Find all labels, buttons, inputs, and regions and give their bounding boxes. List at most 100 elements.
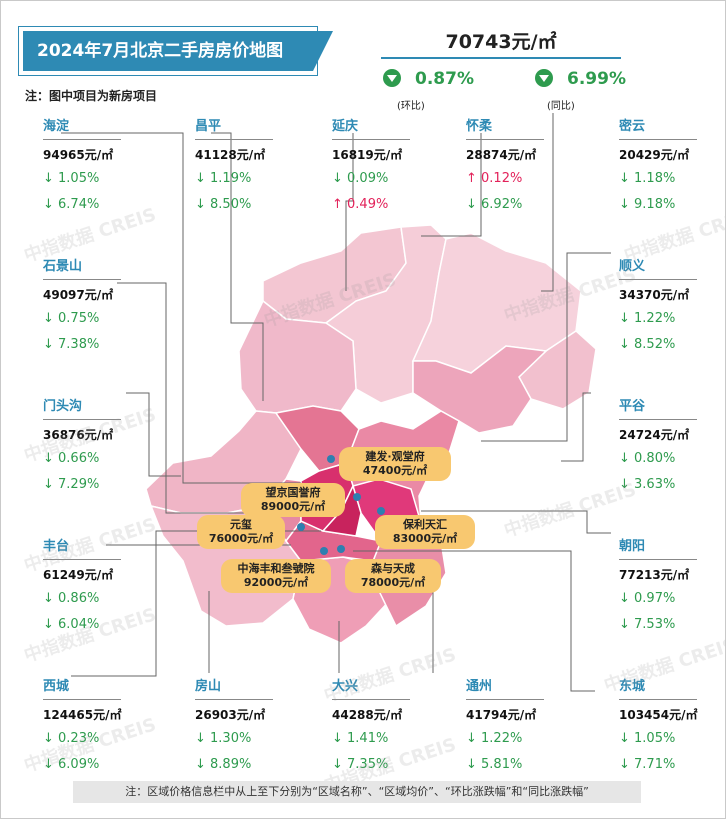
district-card: 东城 103454元/㎡ ↓ 1.05% ↓ 7.71% xyxy=(619,675,725,778)
mom-change: 0.87% xyxy=(383,69,474,89)
leader-pinggu xyxy=(561,392,591,462)
district-card: 平谷 24724元/㎡ ↓ 0.80% ↓ 3.63% xyxy=(619,395,725,498)
district-underline xyxy=(43,279,121,280)
project-label-jianfa: 建发·观堂府 47400元/㎡ xyxy=(339,447,451,481)
project-label-wangjing: 望京国誉府 89000元/㎡ xyxy=(241,483,345,517)
project-name: 中海丰和叁號院 xyxy=(237,562,315,575)
district-name: 顺义 xyxy=(619,259,646,274)
district-name: 房山 xyxy=(195,679,222,694)
district-yoy: ↓ 7.38% xyxy=(43,337,100,352)
yoy-label: (同比) xyxy=(547,101,575,112)
district-mom: ↓ 0.86% xyxy=(43,591,100,606)
district-name: 通州 xyxy=(466,679,493,694)
district-mom: ↓ 0.75% xyxy=(43,311,100,326)
district-yoy: ↓ 5.81% xyxy=(466,757,523,772)
district-price: 94965元/㎡ xyxy=(43,148,114,162)
district-price: 41128元/㎡ xyxy=(195,148,266,162)
district-card: 大兴 44288元/㎡ ↓ 1.41% ↓ 7.35% xyxy=(332,675,452,778)
project-price: 76000元/㎡ xyxy=(208,532,274,545)
leader-mentougou xyxy=(126,392,181,477)
project-price: 89000元/㎡ xyxy=(260,500,326,513)
district-price: 77213元/㎡ xyxy=(619,568,690,582)
district-name: 门头沟 xyxy=(43,399,83,414)
leader-miyun xyxy=(541,113,554,292)
project-price: 78000元/㎡ xyxy=(360,576,426,589)
district-price: 44288元/㎡ xyxy=(332,708,403,722)
project-label-yuanxi: 元玺 76000元/㎡ xyxy=(197,515,285,549)
district-yoy: ↓ 6.09% xyxy=(43,757,100,772)
district-mom: ↓ 0.23% xyxy=(43,731,100,746)
district-price: 28874元/㎡ xyxy=(466,148,537,162)
district-mom: ↓ 1.22% xyxy=(619,311,676,326)
district-name: 大兴 xyxy=(332,679,359,694)
district-card: 房山 26903元/㎡ ↓ 1.30% ↓ 8.89% xyxy=(195,675,315,778)
leader-huairou xyxy=(421,133,482,237)
district-yoy: ↓ 3.63% xyxy=(619,477,676,492)
district-yoy: ↓ 7.53% xyxy=(619,617,676,632)
marker-wangjing xyxy=(353,493,361,501)
district-mom: ↓ 1.05% xyxy=(619,731,676,746)
district-name: 丰台 xyxy=(43,539,70,554)
district-mom: ↓ 0.66% xyxy=(43,451,100,466)
leader-shijingshan xyxy=(117,282,291,514)
district-underline xyxy=(466,139,544,140)
district-underline xyxy=(466,699,544,700)
district-underline xyxy=(619,279,697,280)
district-name: 密云 xyxy=(619,119,646,134)
district-mom: ↓ 1.22% xyxy=(466,731,523,746)
district-name: 平谷 xyxy=(619,399,646,414)
district-card: 密云 20429元/㎡ ↓ 1.18% ↓ 9.18% xyxy=(619,115,725,218)
district-card: 怀柔 28874元/㎡ ↑ 0.12% ↓ 6.92% xyxy=(466,115,586,218)
district-name: 朝阳 xyxy=(619,539,646,554)
district-card: 顺义 34370元/㎡ ↓ 1.22% ↓ 8.52% xyxy=(619,255,725,358)
district-card: 朝阳 77213元/㎡ ↓ 0.97% ↓ 7.53% xyxy=(619,535,725,638)
district-card: 昌平 41128元/㎡ ↓ 1.19% ↓ 8.50% xyxy=(195,115,315,218)
down-arrow-icon xyxy=(383,69,401,87)
district-underline xyxy=(619,559,697,560)
district-name: 海淀 xyxy=(43,119,70,134)
leader-dongcheng xyxy=(353,550,595,692)
district-underline xyxy=(43,559,121,560)
district-price: 49097元/㎡ xyxy=(43,288,114,302)
leader-changping xyxy=(211,132,264,401)
district-price: 24724元/㎡ xyxy=(619,428,690,442)
district-price: 26903元/㎡ xyxy=(195,708,266,722)
leader-haidian xyxy=(61,132,301,484)
district-name: 西城 xyxy=(43,679,70,694)
district-mom: ↓ 0.97% xyxy=(619,591,676,606)
project-name: 森与天成 xyxy=(371,562,415,575)
district-mom: ↓ 0.80% xyxy=(619,451,676,466)
district-card: 通州 41794元/㎡ ↓ 1.22% ↓ 5.81% xyxy=(466,675,586,778)
district-underline xyxy=(43,419,121,420)
project-price: 92000元/㎡ xyxy=(243,576,309,589)
district-underline xyxy=(43,699,121,700)
district-card: 延庆 16819元/㎡ ↓ 0.09% ↑ 0.49% xyxy=(332,115,452,218)
project-price: 83000元/㎡ xyxy=(392,532,458,545)
marker-zhonghai xyxy=(320,547,328,555)
leader-shunyi xyxy=(481,252,611,442)
district-name: 延庆 xyxy=(332,119,359,134)
project-label-zhonghai: 中海丰和叁號院 92000元/㎡ xyxy=(221,559,331,593)
leader-chaoyang xyxy=(421,510,611,534)
top-note: 注：图中项目为新房项目 xyxy=(25,89,158,103)
district-underline xyxy=(43,139,121,140)
divider xyxy=(381,57,621,59)
district-yoy: ↑ 0.49% xyxy=(332,197,389,212)
district-price: 20429元/㎡ xyxy=(619,148,690,162)
district-card: 西城 124465元/㎡ ↓ 0.23% ↓ 6.09% xyxy=(43,675,163,778)
district-card: 海淀 94965元/㎡ ↓ 1.05% ↓ 6.74% xyxy=(43,115,163,218)
district-yoy: ↓ 7.29% xyxy=(43,477,100,492)
district-yoy: ↓ 7.71% xyxy=(619,757,676,772)
project-label-senyu: 森与天成 78000元/㎡ xyxy=(345,559,441,593)
district-yoy: ↓ 6.74% xyxy=(43,197,100,212)
district-underline xyxy=(195,139,273,140)
district-underline xyxy=(619,699,697,700)
district-price: 61249元/㎡ xyxy=(43,568,114,582)
district-mom: ↓ 1.41% xyxy=(332,731,389,746)
marker-baoli xyxy=(377,507,385,515)
district-mom: ↓ 1.18% xyxy=(619,171,676,186)
district-yoy: ↓ 7.35% xyxy=(332,757,389,772)
yoy-change: 6.99% xyxy=(535,69,626,89)
down-arrow-icon xyxy=(535,69,553,87)
